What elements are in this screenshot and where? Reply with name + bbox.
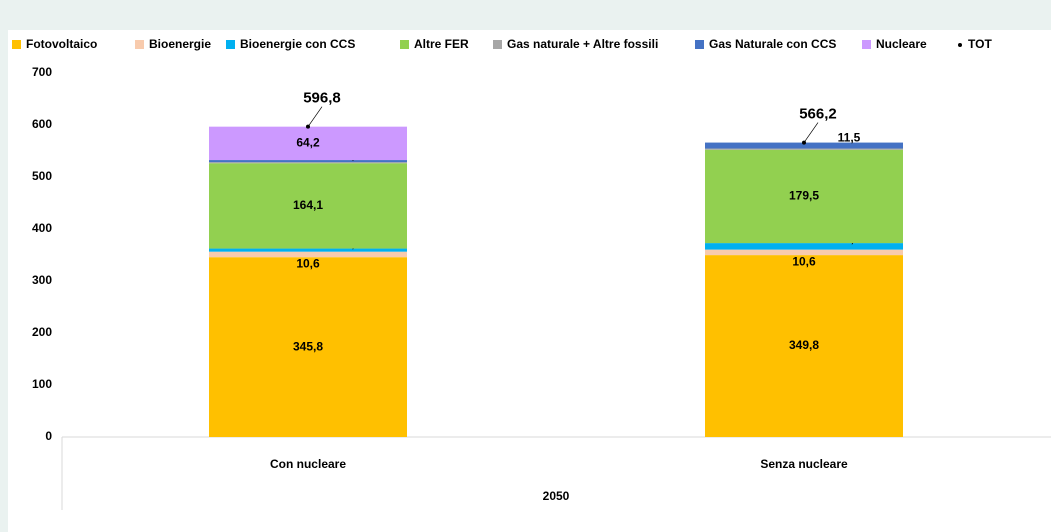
legend-label: Altre FER — [414, 37, 469, 51]
bar-segment — [705, 249, 903, 256]
x-tick-label: Senza nucleare — [760, 457, 848, 471]
data-label: 11,5 — [838, 131, 861, 145]
bar-segment — [209, 126, 407, 161]
total-label: 566,2 — [799, 106, 837, 123]
data-label: 345,8 — [293, 339, 323, 353]
legend-swatch — [493, 40, 502, 49]
legend-label: Gas Naturale con CCS — [709, 37, 836, 51]
legend-swatch — [400, 40, 409, 49]
bar-segment — [209, 257, 407, 437]
y-tick-label: 100 — [32, 377, 52, 391]
y-tick-label: 200 — [32, 325, 52, 339]
data-label: 64,2 — [296, 136, 320, 150]
data-label: 179,5 — [789, 189, 819, 203]
x-tick-label: Con nucleare — [270, 457, 346, 471]
legend-label: Bioenergie — [149, 37, 211, 51]
total-label: 596,8 — [303, 90, 341, 107]
legend-swatch — [695, 40, 704, 49]
bar-segment — [209, 248, 407, 252]
bar-segment — [209, 160, 407, 163]
legend-swatch — [226, 40, 235, 49]
bar-segment — [705, 142, 903, 149]
y-tick-label: 0 — [45, 429, 52, 443]
data-label: 10,6 — [792, 254, 816, 268]
bar-segment — [705, 149, 903, 244]
total-marker — [802, 140, 806, 145]
bar-segment — [705, 148, 903, 150]
legend-swatch — [135, 40, 144, 49]
legend-swatch — [12, 40, 21, 49]
legend-swatch — [958, 43, 962, 47]
group-label: 2050 — [543, 489, 570, 503]
bar-segment — [705, 243, 903, 250]
legend-label: Nucleare — [876, 37, 927, 51]
legend-swatch — [862, 40, 871, 49]
legend-label: Gas naturale + Altre fossili — [507, 37, 658, 51]
legend-label: Bioenergie con CCS — [240, 37, 355, 51]
total-leader — [307, 106, 323, 127]
y-tick-label: 600 — [32, 117, 52, 131]
bar-segment — [209, 251, 407, 258]
bar-segment — [209, 163, 407, 249]
legend-label: TOT — [968, 37, 992, 51]
total-leader — [803, 122, 819, 143]
data-label: 164,1 — [293, 198, 323, 212]
data-label: 10,6 — [296, 256, 320, 270]
y-tick-label: 300 — [32, 273, 52, 287]
legend-label: Fotovoltaico — [26, 37, 97, 51]
total-marker — [306, 124, 310, 129]
y-tick-label: 400 — [32, 221, 52, 235]
bar-segment — [705, 255, 903, 437]
y-tick-label: 500 — [32, 169, 52, 183]
bar-segment — [209, 162, 407, 164]
data-label: 349,8 — [789, 338, 819, 352]
y-tick-label: 700 — [32, 65, 52, 79]
